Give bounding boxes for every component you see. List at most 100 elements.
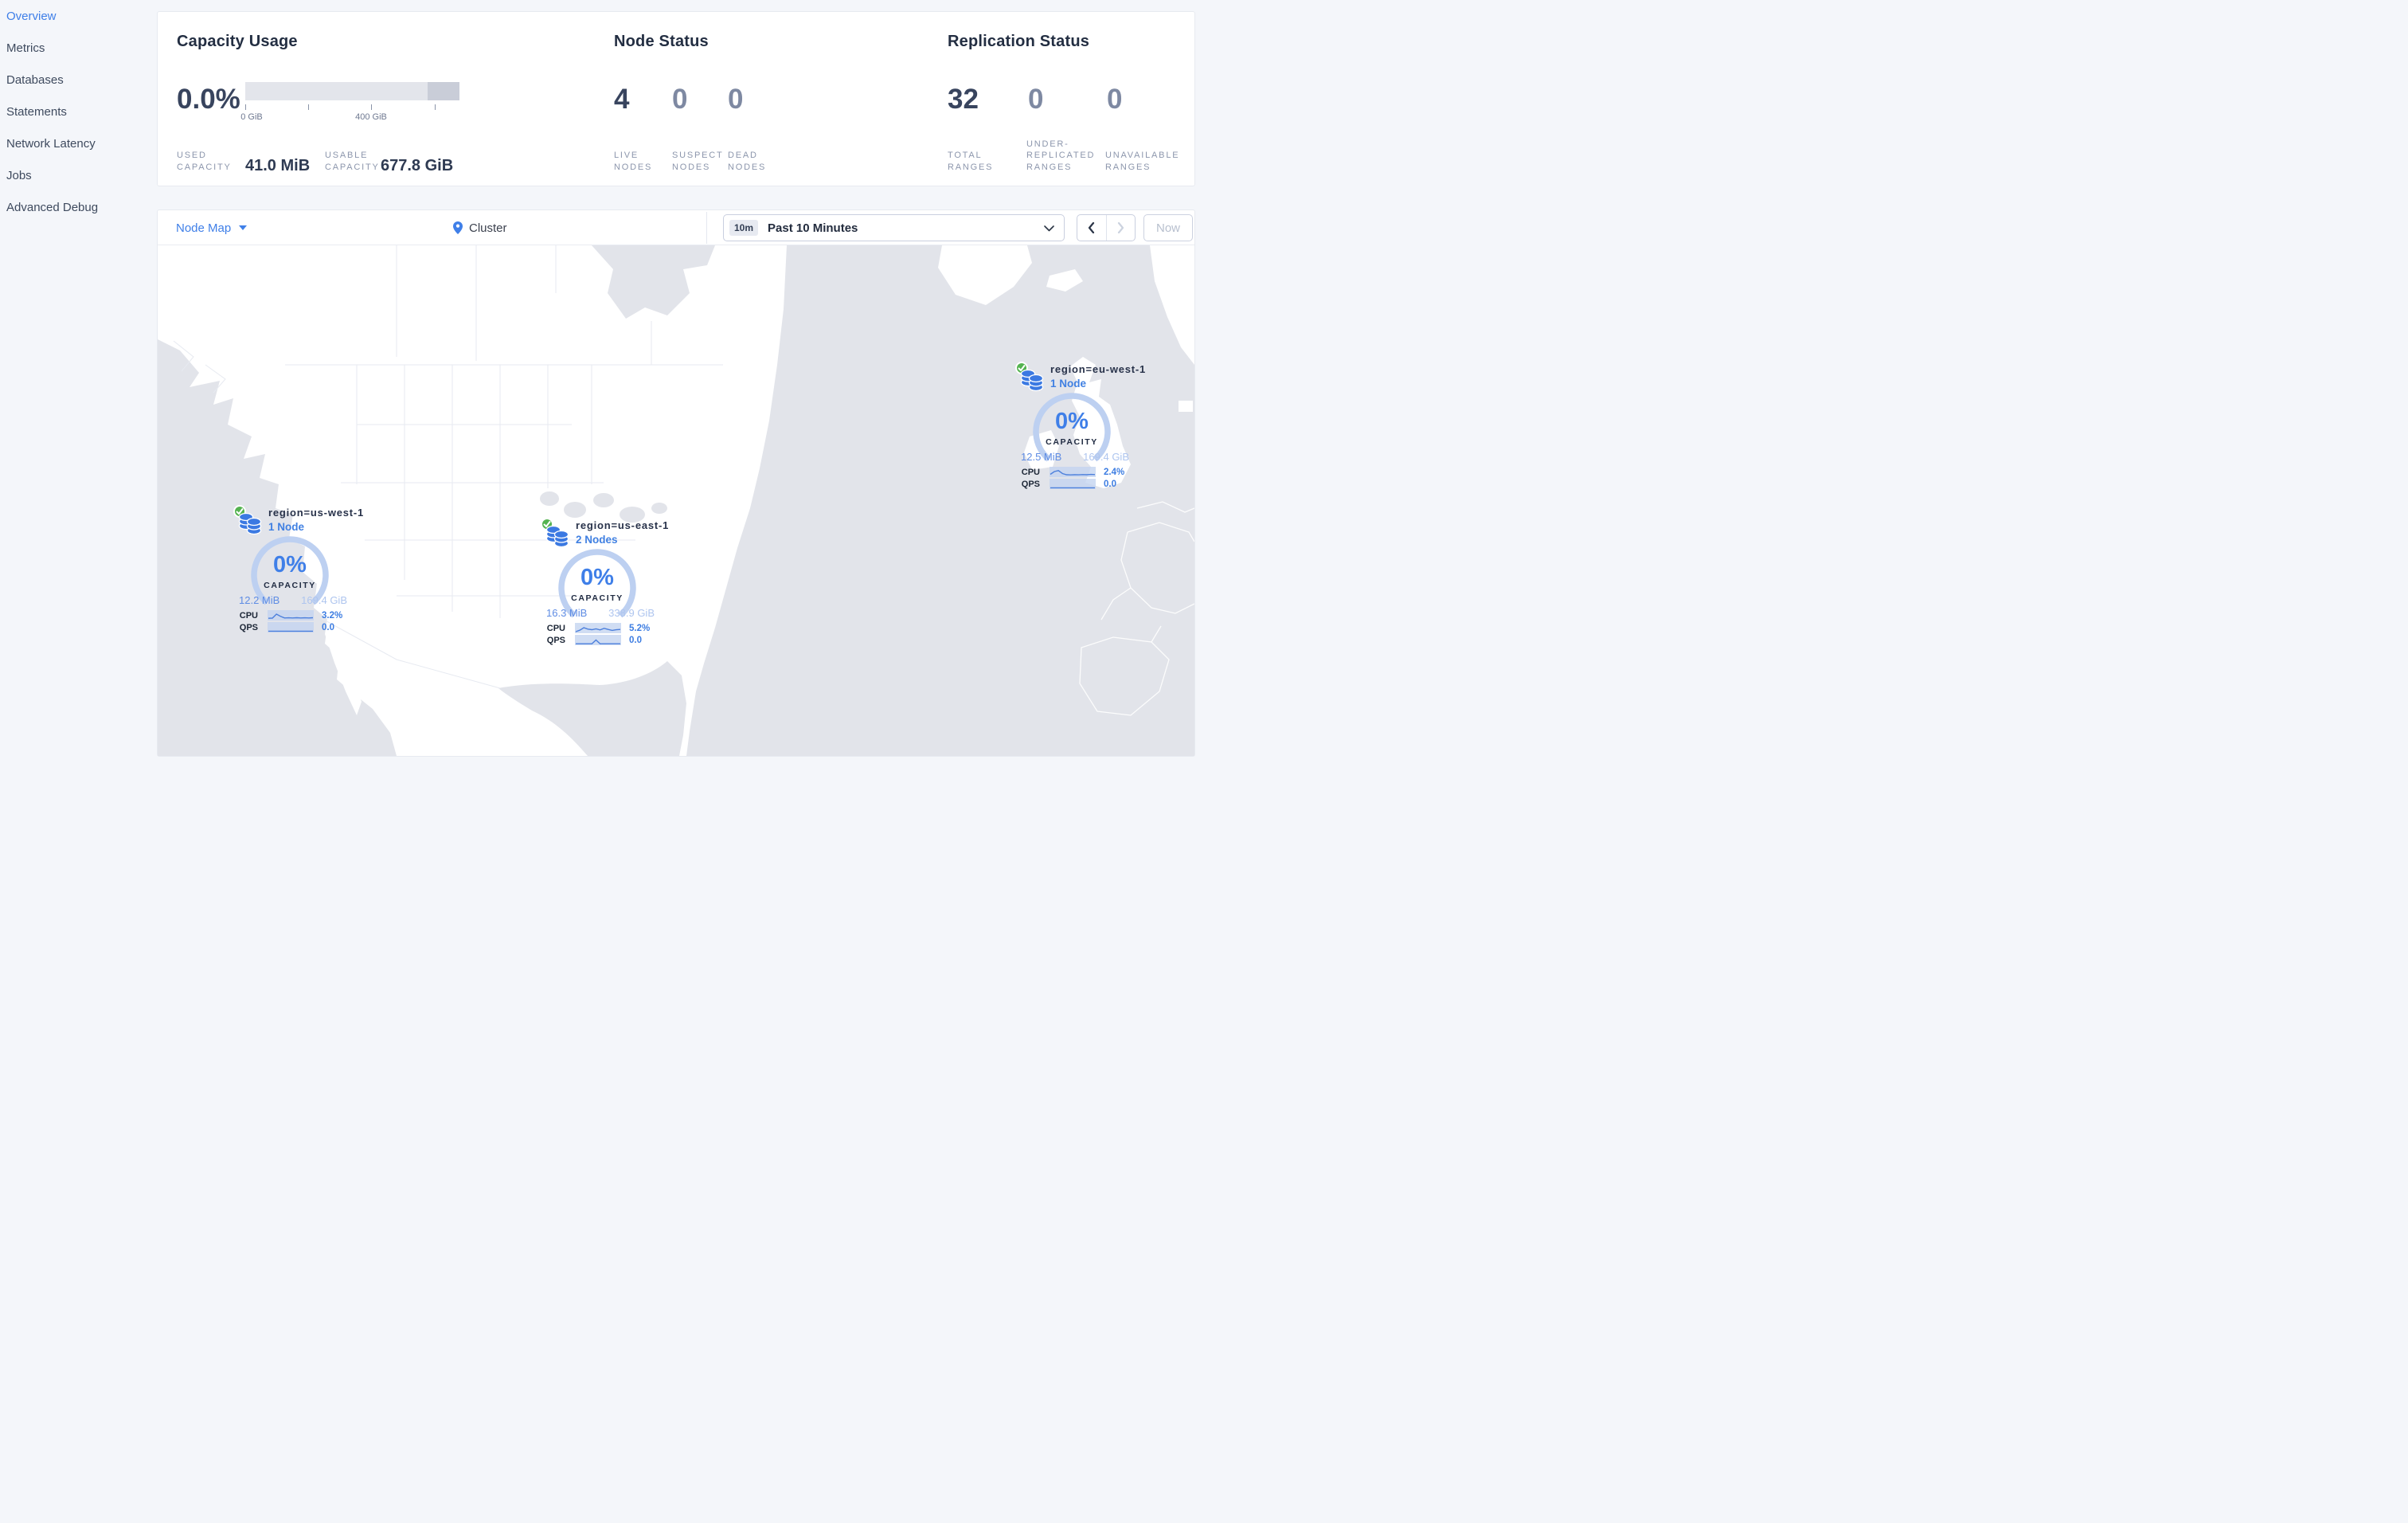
region-marker-us-east-1[interactable]: region=us-east-1 2 Nodes 0% CAPACITY 16.…	[540, 517, 668, 648]
region-marker-eu-west-1[interactable]: region=eu-west-1 1 Node 0% CAPACITY 12.5…	[1014, 361, 1145, 492]
region-used-capacity: 12.2 MiB	[239, 594, 280, 606]
qps-value: 0.0	[322, 623, 334, 632]
time-range-badge: 10m	[729, 220, 759, 236]
capacity-axis-tick-400: 400 GiB	[355, 112, 387, 122]
healthy-check-icon	[541, 518, 553, 531]
qps-label: QPS	[1021, 480, 1040, 489]
cpu-value: 5.2%	[629, 624, 651, 633]
now-button[interactable]: Now	[1143, 214, 1193, 241]
time-pager	[1077, 214, 1136, 241]
world-map[interactable]: region=us-west-1 1 Node 0% CAPACITY 12.2…	[158, 245, 1194, 756]
view-mode-dropdown[interactable]: Node Map	[176, 210, 248, 245]
region-name: region=us-east-1	[576, 519, 670, 531]
region-used-capacity: 12.5 MiB	[1021, 451, 1062, 463]
time-range-label: Past 10 Minutes	[768, 221, 858, 235]
sidebar-item-network-latency[interactable]: Network Latency	[6, 136, 96, 151]
region-usable-capacity: 169.4 GiB	[301, 594, 347, 606]
region-name: region=us-west-1	[268, 507, 365, 519]
time-back-button[interactable]	[1077, 215, 1107, 241]
cpu-sparkline	[575, 623, 621, 633]
region-node-count[interactable]: 2 Nodes	[576, 534, 618, 546]
region-capacity-percent: 0%	[580, 565, 614, 590]
sidebar: Overview Metrics Databases Statements Ne…	[0, 0, 157, 762]
capacity-gauge-arc	[1033, 393, 1111, 462]
chevron-left-icon	[1089, 222, 1095, 233]
cpu-value: 3.2%	[322, 611, 343, 621]
view-mode-label: Node Map	[176, 221, 232, 235]
region-usable-capacity: 169.4 GiB	[1083, 451, 1129, 463]
capacity-word: CAPACITY	[1046, 437, 1098, 447]
capacity-usage-bar: 0 GiB 400 GiB	[240, 82, 459, 122]
node-map-toolbar: Node Map Cluster 10m Past 10 Minutes	[158, 210, 1194, 245]
capacity-bar-reserved-segment	[427, 82, 459, 100]
suspect-nodes-count: 0	[672, 84, 688, 115]
breadcrumb[interactable]: Cluster	[453, 210, 507, 245]
chevron-down-icon	[239, 225, 248, 230]
node-map-panel: Node Map Cluster 10m Past 10 Minutes	[157, 209, 1195, 757]
cpu-value: 2.4%	[1104, 468, 1125, 477]
sidebar-item-databases[interactable]: Databases	[6, 72, 64, 87]
region-capacity-percent: 0%	[1055, 409, 1089, 434]
capacity-word: CAPACITY	[571, 593, 624, 603]
region-capacity-percent: 0%	[273, 552, 307, 577]
sidebar-item-statements[interactable]: Statements	[6, 104, 67, 119]
region-name: region=eu-west-1	[1050, 363, 1147, 375]
capacity-gauge-arc	[251, 536, 329, 605]
live-nodes-label: LIVE NODES	[614, 151, 653, 172]
map-pin-icon	[453, 221, 463, 234]
region-node-count[interactable]: 1 Node	[268, 521, 305, 533]
region-node-count[interactable]: 1 Node	[1050, 378, 1087, 390]
overview-page: Overview Metrics Databases Statements Ne…	[0, 0, 1204, 762]
cpu-sparkline	[1050, 467, 1096, 477]
capacity-gauge-arc	[558, 549, 636, 618]
under-replicated-ranges-label: UNDER- REPLICATED RANGES	[1026, 139, 1096, 172]
dead-nodes-count: 0	[728, 84, 744, 115]
usable-capacity-label: USABLE CAPACITY	[325, 151, 380, 172]
dead-nodes-label: DEAD NODES	[728, 151, 767, 172]
toolbar-divider	[706, 212, 707, 244]
cpu-label: CPU	[546, 624, 565, 633]
capacity-bar-track	[245, 82, 459, 100]
qps-sparkline	[268, 622, 314, 632]
unavailable-ranges-label: UNAVAILABLE RANGES	[1105, 151, 1180, 172]
capacity-axis-tick-0: 0 GiB	[240, 112, 263, 122]
database-stack-icon	[1020, 369, 1044, 392]
replication-status-title: Replication Status	[948, 33, 1090, 50]
cpu-label: CPU	[239, 611, 258, 621]
breadcrumb-label: Cluster	[469, 221, 507, 235]
unavailable-ranges-count: 0	[1107, 84, 1123, 115]
qps-label: QPS	[239, 623, 258, 632]
live-nodes-count: 4	[614, 84, 630, 115]
sidebar-item-jobs[interactable]: Jobs	[6, 168, 32, 182]
suspect-nodes-label: SUSPECT NODES	[672, 151, 724, 172]
database-stack-icon	[238, 512, 262, 535]
time-forward-button[interactable]	[1107, 215, 1136, 241]
total-ranges-label: TOTAL RANGES	[948, 151, 994, 172]
cpu-label: CPU	[1021, 468, 1040, 477]
under-replicated-ranges-count: 0	[1028, 84, 1044, 115]
database-stack-icon	[545, 525, 569, 548]
qps-label: QPS	[546, 636, 565, 645]
qps-sparkline	[1050, 479, 1096, 489]
total-ranges-count: 32	[948, 84, 979, 115]
node-status-title: Node Status	[614, 33, 709, 50]
qps-sparkline	[575, 635, 621, 645]
cluster-summary-panel: Capacity Usage 0.0% 0 GiB 400 GiB USED C…	[157, 11, 1195, 186]
region-usable-capacity: 338.9 GiB	[608, 607, 655, 619]
chevron-down-icon	[1044, 225, 1054, 232]
cpu-sparkline	[268, 610, 314, 621]
sidebar-item-metrics[interactable]: Metrics	[6, 41, 45, 55]
region-used-capacity: 16.3 MiB	[546, 607, 588, 619]
region-marker-us-west-1[interactable]: region=us-west-1 1 Node 0% CAPACITY 12.2…	[233, 504, 363, 636]
capacity-usage-percent: 0.0%	[177, 84, 240, 115]
qps-value: 0.0	[1104, 480, 1116, 489]
chevron-right-icon	[1117, 222, 1124, 233]
used-capacity-label: USED CAPACITY	[177, 151, 232, 172]
sidebar-item-advanced-debug[interactable]: Advanced Debug	[6, 200, 99, 214]
time-range-selector[interactable]: 10m Past 10 Minutes	[723, 214, 1065, 241]
capacity-usage-title: Capacity Usage	[177, 33, 298, 50]
capacity-word: CAPACITY	[264, 581, 316, 590]
world-map-svg	[158, 245, 1194, 756]
sidebar-item-overview[interactable]: Overview	[6, 9, 57, 23]
used-capacity-value: 41.0 MiB	[245, 157, 311, 174]
